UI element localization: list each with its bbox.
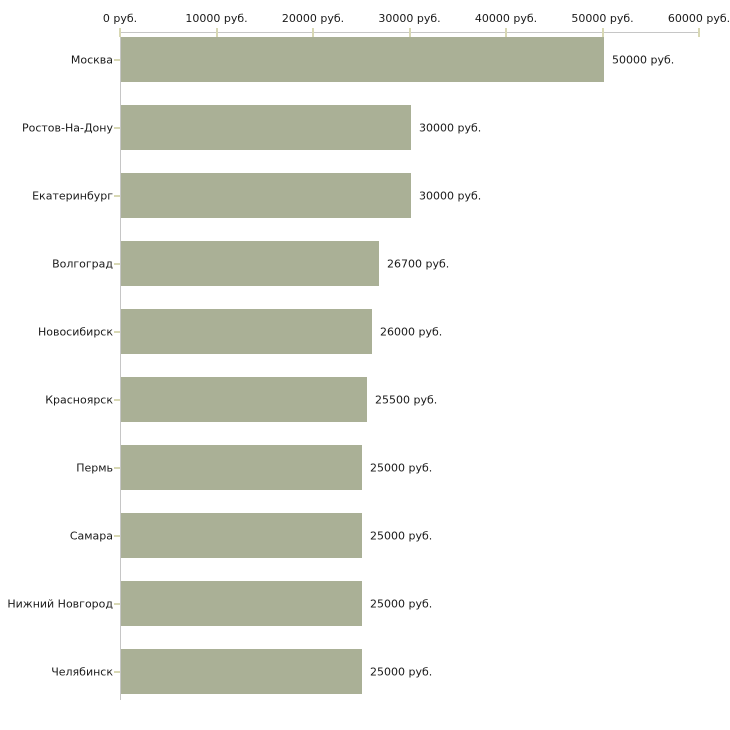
bar-Пермь [121,445,362,490]
value-label: 50000 руб. [612,53,675,66]
x-axis-label: 20000 руб. [281,12,345,25]
x-axis-label: 40000 руб. [474,12,538,25]
value-label: 30000 руб. [419,121,482,134]
x-axis-label: 0 руб. [102,12,138,25]
y-axis-tick [114,194,120,197]
x-axis-tick [119,28,121,37]
category-label: Челябинск [51,665,113,678]
bar-Красноярск [121,377,367,422]
x-axis-label: 30000 руб. [378,12,441,25]
value-label: 25000 руб. [370,461,433,474]
category-label: Москва [70,53,113,66]
value-label: 25000 руб. [370,665,433,678]
bar-Москва [121,37,604,82]
category-label: Красноярск [45,393,113,406]
value-label: 26700 руб. [387,257,450,270]
bar-Ростов-На-Дону [121,105,411,150]
x-axis-tick [408,28,411,37]
y-axis-tick [114,330,120,333]
y-axis-tick [114,126,120,129]
x-axis-tick [215,28,218,37]
y-axis-line [120,28,121,700]
bar-Новосибирск [121,309,372,354]
category-label: Екатеринбург [32,189,113,202]
value-label: 30000 руб. [419,189,482,202]
category-label: Новосибирск [37,325,113,338]
bar-Екатеринбург [121,173,411,218]
bar-Самара [121,513,362,558]
x-axis-label: 50000 руб. [571,12,634,25]
y-axis-tick [114,262,120,265]
x-axis-tick [505,28,507,37]
y-axis-tick [114,534,120,537]
y-axis-tick [114,398,120,401]
y-axis-tick [114,58,120,61]
value-label: 26000 руб. [380,325,443,338]
value-label: 25500 руб. [375,393,438,406]
bar-Волгоград [121,241,379,286]
x-axis-tick [601,28,604,37]
value-label: 25000 руб. [370,597,433,610]
value-label: 25000 руб. [370,529,433,542]
category-label: Пермь [76,461,113,474]
y-axis-tick [114,602,120,605]
category-label: Ростов-На-Дону [21,121,113,134]
category-label: Нижний Новгород [7,597,113,610]
bar-Нижний Новгород [121,581,362,626]
x-axis-tick [698,28,700,37]
category-label: Волгоград [52,257,113,270]
bar-Челябинск [121,649,362,694]
x-axis-label: 10000 руб. [185,12,248,25]
y-axis-tick [114,466,120,469]
category-label: Самара [69,529,113,542]
y-axis-tick [114,670,120,673]
x-axis-tick [312,28,314,37]
x-axis-label: 60000 руб. [667,12,730,25]
